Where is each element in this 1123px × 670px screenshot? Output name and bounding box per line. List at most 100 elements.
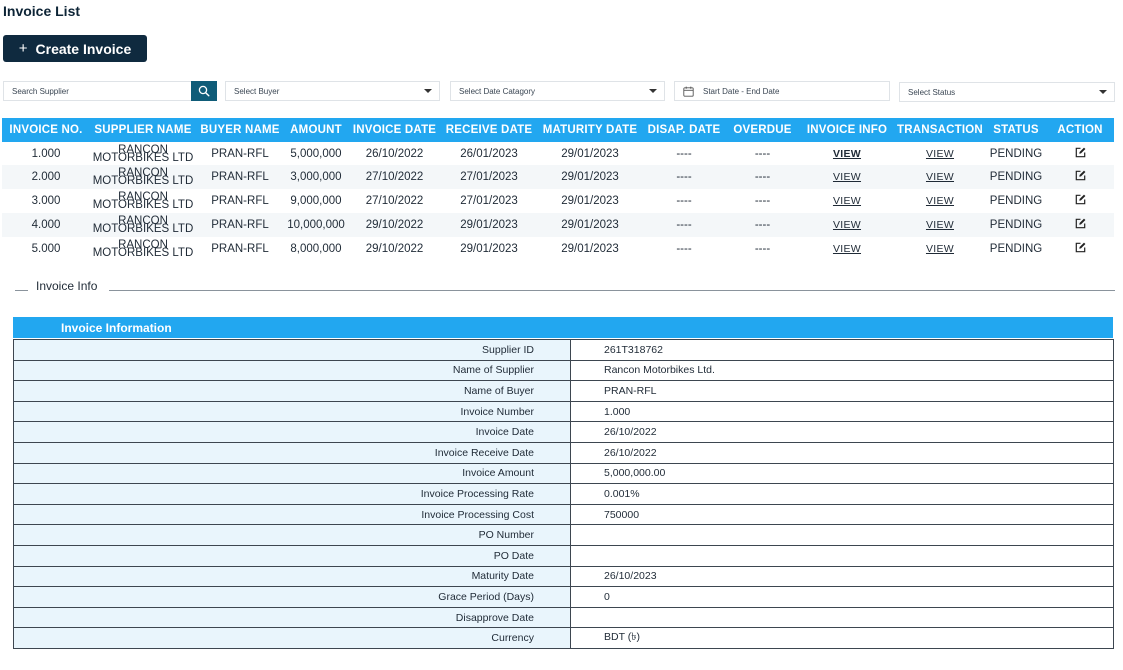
info-value: Rancon Motorbikes Ltd.	[570, 359, 1114, 382]
create-invoice-button[interactable]: + Create Invoice	[3, 35, 147, 62]
overdue-cell: ----	[725, 142, 800, 165]
col-supplier-name: SUPPLIER NAME	[90, 118, 196, 142]
info-label: PO Number	[13, 524, 571, 546]
status-cell: PENDING	[986, 142, 1046, 165]
invoice-info-view-link[interactable]: VIEW	[832, 242, 862, 255]
info-row-invoice-number: Invoice Number 1.000	[13, 400, 1114, 423]
invoice-no-cell: 4.000	[2, 213, 90, 237]
overdue-cell: ----	[725, 189, 800, 213]
table-header-row: INVOICE NO. SUPPLIER NAME BUYER NAME AMO…	[2, 118, 1114, 142]
maturity-date-cell: 29/01/2023	[537, 165, 643, 189]
invoice-info-view-link[interactable]: VIEW	[832, 219, 862, 231]
info-label: Maturity Date	[13, 565, 571, 588]
info-value: 26/10/2022	[570, 441, 1114, 464]
transaction-view-link[interactable]: VIEW	[925, 195, 955, 207]
date-range-picker[interactable]: Start Date - End Date	[674, 81, 890, 101]
info-value: PRAN-RFL	[570, 380, 1114, 402]
invoice-info-view-link[interactable]: VIEW	[832, 195, 862, 207]
col-maturity-date: MATURITY DATE	[537, 118, 643, 142]
info-row-currency: Currency BDT (৳)	[13, 627, 1114, 649]
info-row-invoice-date: Invoice Date 26/10/2022	[13, 421, 1114, 443]
col-action: ACTION	[1046, 118, 1114, 142]
disap-date-cell: ----	[643, 189, 725, 213]
status-cell: PENDING	[986, 213, 1046, 237]
edit-icon[interactable]	[1075, 218, 1086, 229]
info-value: 26/10/2022	[570, 421, 1114, 443]
info-row-invoice-amount: Invoice Amount 5,000,000.00	[13, 462, 1114, 485]
info-value: 26/10/2023	[570, 565, 1114, 588]
invoice-info-view-link[interactable]: VIEW	[832, 147, 862, 160]
invoice-date-cell: 27/10/2022	[348, 189, 441, 213]
overdue-cell: ----	[725, 165, 800, 189]
search-icon	[198, 85, 210, 97]
status-cell: PENDING	[986, 237, 1046, 260]
edit-icon[interactable]	[1075, 194, 1086, 205]
info-row-supplier-id: Supplier ID 261T318762	[13, 339, 1114, 361]
disap-date-cell: ----	[643, 142, 725, 165]
disap-date-cell: ----	[643, 165, 725, 189]
buyer-select[interactable]: Select Buyer	[225, 81, 440, 101]
receive-date-cell: 27/01/2023	[441, 165, 537, 189]
edit-icon[interactable]	[1075, 147, 1086, 158]
info-label: Name of Supplier	[13, 359, 571, 382]
info-label: Grace Period (Days)	[13, 586, 571, 608]
invoice-info-view-link[interactable]: VIEW	[832, 171, 862, 183]
invoice-date-cell: 27/10/2022	[348, 165, 441, 189]
section-divider-right	[109, 290, 1115, 291]
status-cell: PENDING	[986, 165, 1046, 189]
supplier-name-cell: RANCON MOTORBIKES LTD	[90, 237, 196, 260]
info-row-buyer-name: Name of Buyer PRAN-RFL	[13, 380, 1114, 402]
info-label: Supplier ID	[13, 339, 571, 361]
receive-date-cell: 29/01/2023	[441, 237, 537, 260]
col-amount: AMOUNT	[284, 118, 348, 142]
invoice-information-header: Invoice Information	[13, 317, 1113, 338]
buyer-cell: PRAN-RFL	[196, 165, 284, 189]
supplier-name-cell: RANCON MOTORBIKES LTD	[90, 165, 196, 189]
date-category-select[interactable]: Select Date Catagory	[450, 81, 665, 101]
edit-icon[interactable]	[1075, 170, 1086, 181]
info-value: 261T318762	[570, 339, 1114, 361]
buyer-cell: PRAN-RFL	[196, 142, 284, 165]
buyer-cell: PRAN-RFL	[196, 237, 284, 260]
search-supplier-input[interactable]	[12, 86, 184, 96]
col-transaction: TRANSACTION	[894, 118, 986, 142]
info-label: Name of Buyer	[13, 380, 571, 402]
info-value: 0.001%	[570, 483, 1114, 505]
receive-date-cell: 29/01/2023	[441, 213, 537, 237]
overdue-cell: ----	[725, 213, 800, 237]
section-label-invoice-info: Invoice Info	[36, 279, 98, 293]
maturity-date-cell: 29/01/2023	[537, 189, 643, 213]
info-label: Invoice Amount	[13, 462, 571, 485]
info-label: Invoice Receive Date	[13, 441, 571, 464]
transaction-view-link[interactable]: VIEW	[925, 171, 955, 183]
col-buyer-name: BUYER NAME	[196, 118, 284, 142]
info-value	[570, 544, 1114, 567]
table-row: 4.000 RANCON MOTORBIKES LTD PRAN-RFL 10,0…	[2, 213, 1114, 237]
table-row: 3.000 RANCON MOTORBIKES LTD PRAN-RFL 9,00…	[2, 189, 1114, 213]
caret-down-icon	[424, 89, 432, 93]
info-value	[570, 524, 1114, 546]
search-supplier-field[interactable]	[3, 81, 192, 101]
maturity-date-cell: 29/01/2023	[537, 237, 643, 260]
info-label: Invoice Processing Cost	[13, 503, 571, 526]
transaction-view-link[interactable]: VIEW	[925, 242, 955, 255]
info-value: 0	[570, 586, 1114, 608]
overdue-cell: ----	[725, 237, 800, 260]
info-row-po-date: PO Date	[13, 544, 1114, 567]
info-row-processing-cost: Invoice Processing Cost 750000	[13, 503, 1114, 526]
amount-cell: 9,000,000	[284, 189, 348, 213]
edit-icon[interactable]	[1075, 242, 1086, 253]
status-select[interactable]: Select Status	[899, 82, 1115, 102]
invoice-date-cell: 26/10/2022	[348, 142, 441, 165]
transaction-view-link[interactable]: VIEW	[925, 219, 955, 231]
buyer-cell: PRAN-RFL	[196, 189, 284, 213]
amount-cell: 5,000,000	[284, 142, 348, 165]
info-row-grace-period: Grace Period (Days) 0	[13, 586, 1114, 608]
info-label: PO Date	[13, 544, 571, 567]
invoice-no-cell: 1.000	[2, 142, 90, 165]
transaction-view-link[interactable]: VIEW	[925, 147, 955, 160]
info-row-supplier-name: Name of Supplier Rancon Motorbikes Ltd.	[13, 359, 1114, 382]
buyer-select-value: Select Buyer	[234, 86, 280, 96]
info-value: 5,000,000.00	[570, 462, 1114, 485]
search-button[interactable]	[191, 81, 217, 101]
